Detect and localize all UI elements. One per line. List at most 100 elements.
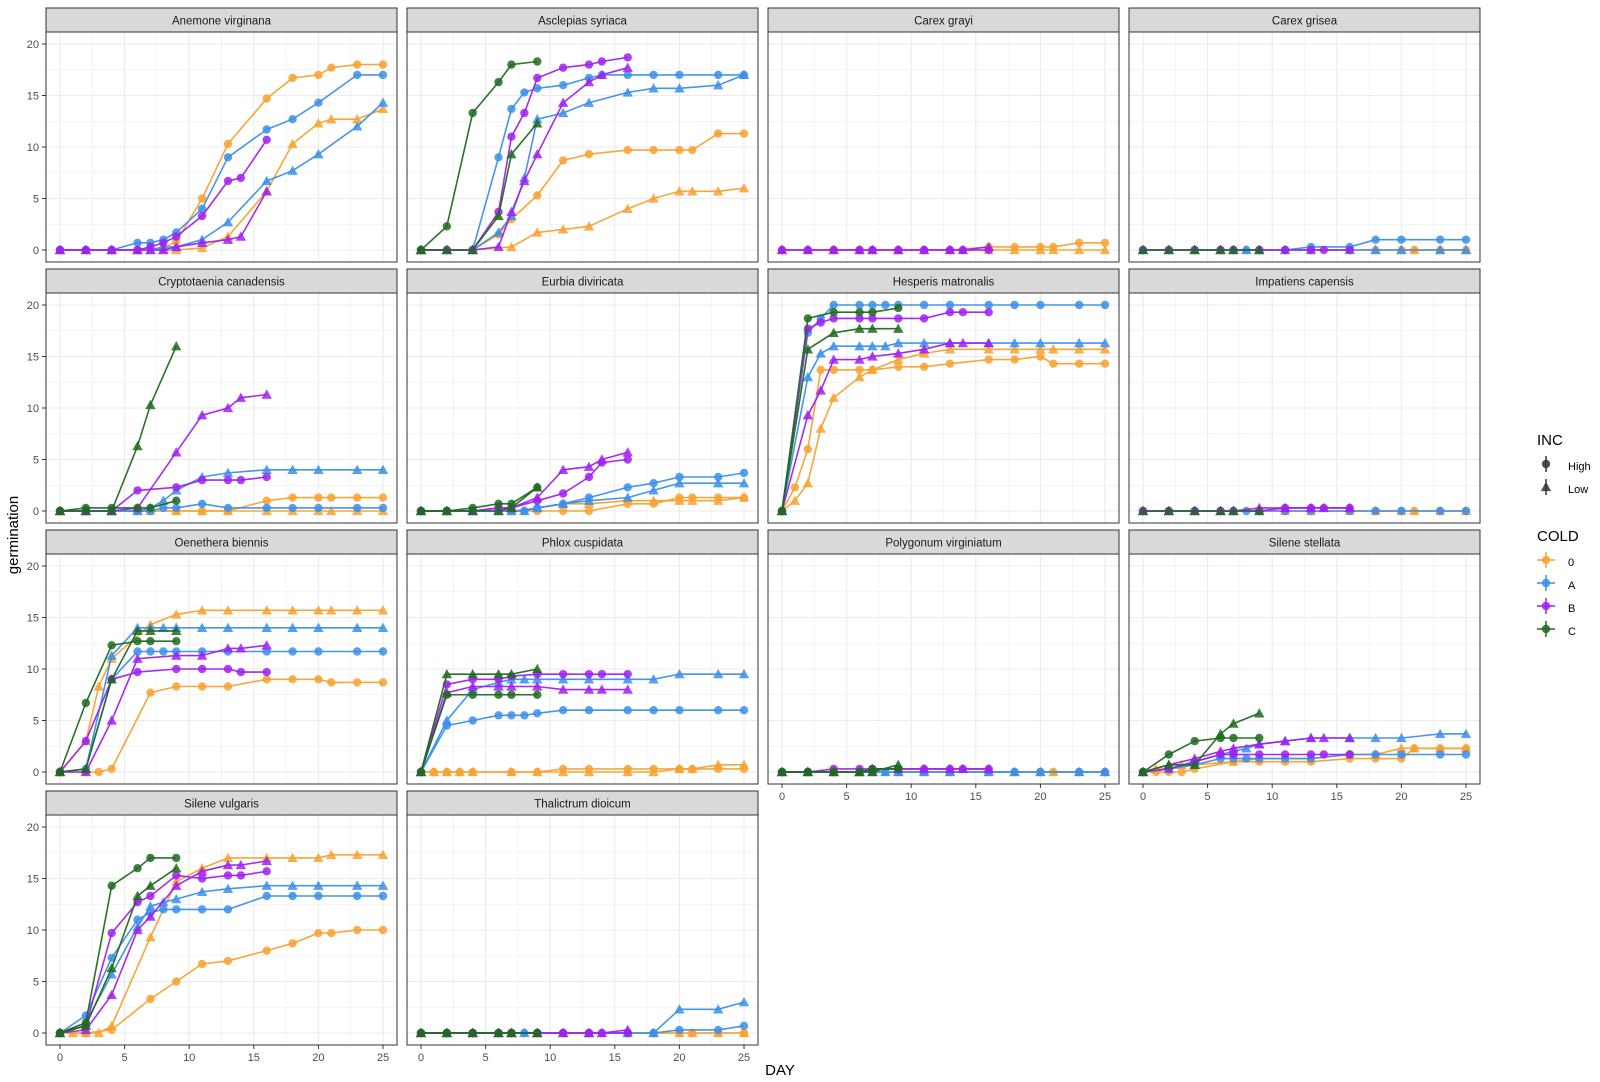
data-point	[583, 76, 595, 87]
data-point	[1461, 750, 1471, 759]
data-point	[377, 880, 389, 890]
panel-title: Hesperis matronalis	[893, 277, 995, 289]
data-point	[235, 392, 247, 402]
data-point	[223, 956, 233, 966]
series-line	[59, 870, 267, 1034]
data-point	[919, 362, 929, 371]
data-point	[802, 766, 814, 777]
data-point	[467, 1027, 478, 1038]
data-point	[197, 194, 207, 203]
data-point	[1255, 733, 1264, 743]
data-point	[223, 682, 233, 691]
data-point	[196, 410, 208, 420]
x-tick-label: 15	[1331, 791, 1343, 803]
data-point	[262, 667, 271, 677]
gridlines	[46, 554, 397, 784]
data-point	[854, 323, 865, 333]
data-point	[506, 149, 517, 159]
data-point	[467, 766, 478, 777]
series-line	[420, 673, 744, 773]
series-b-high	[416, 669, 632, 777]
data-point	[648, 495, 659, 505]
data-point	[327, 678, 336, 687]
gridlines	[407, 815, 758, 1045]
data-point	[1319, 245, 1329, 255]
data-point	[1254, 244, 1265, 255]
panel-strip	[45, 790, 398, 816]
data-point	[828, 766, 839, 777]
data-point	[261, 640, 272, 650]
data-point	[712, 477, 724, 488]
legend-cold-b-key	[1541, 601, 1551, 611]
series-line	[781, 348, 1105, 512]
data-point	[262, 496, 271, 505]
data-point	[558, 63, 568, 72]
y-tick-label: 0	[33, 767, 39, 779]
data-point	[623, 53, 632, 62]
x-tick-label: 5	[1205, 791, 1211, 803]
panel-strip	[767, 268, 1120, 294]
data-point	[94, 767, 103, 777]
data-point	[81, 698, 91, 708]
data-point	[1461, 506, 1471, 516]
data-point	[351, 622, 363, 632]
data-point	[622, 674, 633, 684]
data-point	[171, 893, 182, 904]
data-point	[172, 483, 181, 492]
data-point	[558, 156, 568, 165]
data-point	[222, 605, 234, 615]
panel-title: Anemone virginana	[172, 16, 272, 28]
data-point	[441, 505, 453, 516]
legend-cold-b-label: B	[1568, 603, 1575, 615]
data-point	[532, 674, 543, 684]
data-point	[623, 70, 632, 80]
x-tick-label: 15	[248, 1052, 260, 1064]
data-point	[133, 503, 142, 513]
data-point	[945, 359, 955, 368]
data-point	[145, 625, 156, 636]
data-point	[1190, 736, 1199, 746]
data-point	[533, 84, 542, 93]
series-0-high	[55, 675, 388, 777]
data-point	[738, 183, 750, 193]
data-point	[351, 880, 363, 890]
panel-title: Asclepias syriaca	[538, 16, 627, 28]
panel-carex-grayi: Carex grayi	[767, 7, 1120, 263]
x-tick-label: 25	[1099, 791, 1111, 803]
x-tick-label: 5	[483, 1052, 489, 1064]
data-point	[352, 60, 362, 69]
series-line	[59, 640, 177, 773]
series-b-low	[1137, 732, 1355, 777]
y-tick-label: 5	[33, 977, 39, 989]
series-line	[59, 860, 267, 1034]
data-point	[171, 880, 182, 890]
data-point	[622, 492, 633, 502]
x-tick-label: 20	[1395, 791, 1407, 803]
data-point	[829, 308, 838, 317]
data-point	[918, 763, 930, 774]
data-point	[415, 244, 427, 255]
data-point	[583, 495, 595, 505]
data-point	[894, 362, 903, 371]
data-point	[1048, 344, 1059, 354]
data-point	[1396, 732, 1407, 743]
y-tick-label: 0	[33, 1028, 39, 1040]
panel-border	[1128, 31, 1481, 263]
data-point	[1434, 743, 1446, 753]
data-point	[441, 1027, 453, 1038]
data-point	[738, 996, 750, 1007]
data-point	[415, 766, 427, 777]
data-point	[351, 113, 363, 124]
data-point	[532, 482, 543, 492]
data-point	[1100, 359, 1110, 368]
data-point	[957, 337, 969, 348]
data-point	[468, 716, 477, 725]
data-point	[313, 118, 324, 128]
data-point	[1279, 502, 1291, 513]
data-point	[867, 341, 878, 351]
data-point	[287, 165, 298, 175]
data-point	[1242, 754, 1251, 763]
x-tick-label: 0	[779, 791, 785, 803]
y-tick-label: 5	[33, 455, 39, 467]
data-point	[945, 308, 955, 317]
